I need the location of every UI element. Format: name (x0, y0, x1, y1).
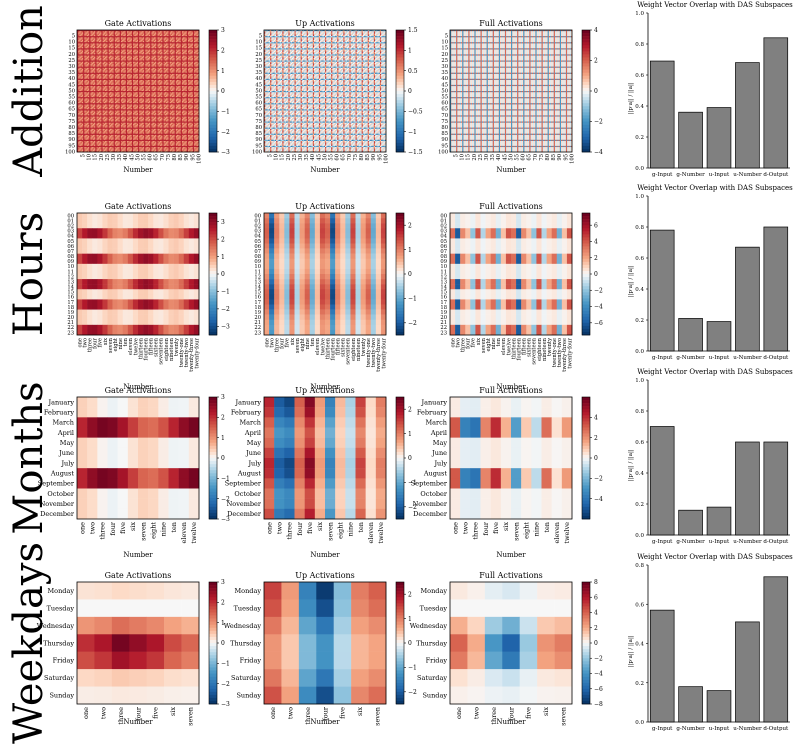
panel-title: Gate Activations (105, 19, 172, 28)
panel-gate: Gate Activations551010151520202525303035… (65, 19, 230, 174)
row-title: Addition (6, 5, 52, 178)
row-addition: Addition Gate Activations5510101515202025… (6, 1, 793, 178)
